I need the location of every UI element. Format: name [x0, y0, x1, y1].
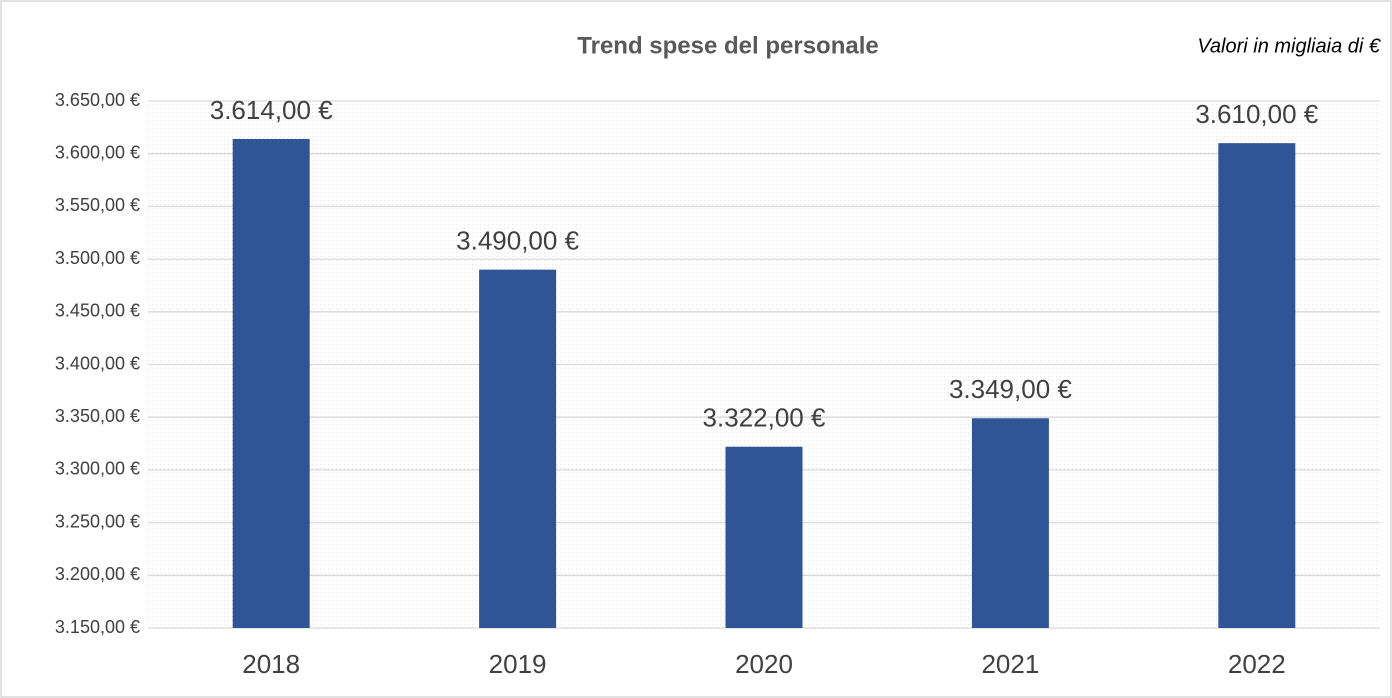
bar [971, 418, 1049, 628]
bar [232, 138, 310, 628]
y-tick-label: 3.250,00 € [55, 511, 140, 531]
bar [1218, 143, 1296, 628]
y-tick-label: 3.650,00 € [55, 90, 140, 110]
data-label: 3.349,00 € [949, 374, 1072, 404]
x-tick-label: 2022 [1228, 649, 1286, 679]
y-tick-label: 3.600,00 € [55, 142, 140, 162]
x-tick-label: 2019 [489, 649, 547, 679]
x-tick-label: 2021 [981, 649, 1039, 679]
y-tick-label: 3.300,00 € [55, 459, 140, 479]
data-label: 3.610,00 € [1195, 99, 1318, 129]
y-tick-label: 3.450,00 € [55, 301, 140, 321]
bar [725, 446, 803, 628]
y-tick-label: 3.150,00 € [55, 617, 140, 637]
y-tick-label: 3.200,00 € [55, 564, 140, 584]
chart-title: Trend spese del personale [577, 32, 878, 59]
x-tick-label: 2020 [735, 649, 793, 679]
y-tick-label: 3.500,00 € [55, 248, 140, 268]
x-tick-label: 2018 [242, 649, 300, 679]
annotation: Valori in migliaia di € [1197, 35, 1381, 57]
y-tick-label: 3.550,00 € [55, 195, 140, 215]
data-label: 3.490,00 € [456, 226, 579, 256]
data-label: 3.322,00 € [703, 403, 826, 433]
y-tick-label: 3.400,00 € [55, 353, 140, 373]
data-label: 3.614,00 € [210, 95, 333, 125]
y-tick-label: 3.350,00 € [55, 406, 140, 426]
bar [479, 269, 557, 628]
